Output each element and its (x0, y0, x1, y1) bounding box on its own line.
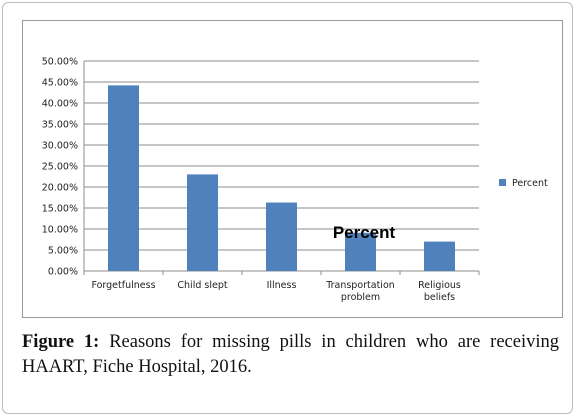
y-tick-label: 40.00% (42, 99, 78, 110)
y-tick-label: 0.00% (48, 267, 78, 278)
x-category-label: Child slept (177, 280, 227, 291)
figure-frame: 0.00% 5.00% 10.00% 15.00% 20.00% 25.00% 30.00%… (2, 2, 573, 414)
bar (424, 241, 455, 271)
figure-caption: Figure 1: Reasons for missing pills in c… (22, 330, 559, 380)
legend-label: Percent (512, 178, 548, 189)
x-category-label: Illness (267, 280, 297, 291)
y-tick-label: 45.00% (42, 78, 78, 89)
y-tick-label: 25.00% (42, 162, 78, 173)
caption-text: Reasons for missing pills in children wh… (22, 332, 559, 377)
y-tick-label: 30.00% (42, 141, 78, 152)
caption-label: Figure 1: (22, 332, 100, 352)
overlay-series-label: Percent (333, 223, 396, 242)
bar (187, 174, 218, 271)
legend-swatch (499, 179, 506, 186)
y-tick-label: 50.00% (42, 57, 78, 68)
x-category-label: Forgetfulness (91, 280, 155, 291)
x-category-label: Religious (418, 280, 461, 291)
bar (266, 202, 297, 271)
y-tick-label: 15.00% (42, 204, 78, 215)
chart-area: 0.00% 5.00% 10.00% 15.00% 20.00% 25.00% 30.00%… (22, 20, 563, 318)
x-category-label: beliefs (424, 292, 455, 303)
y-tick-label: 10.00% (42, 225, 78, 236)
x-category-label: problem (341, 292, 380, 303)
bar (108, 85, 139, 271)
y-tick-label: 5.00% (48, 246, 78, 257)
bar-chart: 0.00% 5.00% 10.00% 15.00% 20.00% 25.00% 30.00%… (42, 57, 548, 304)
x-category-label: Transportation (325, 280, 395, 291)
y-tick-label: 35.00% (42, 120, 78, 131)
y-tick-label: 20.00% (42, 183, 78, 194)
bar (345, 232, 376, 271)
